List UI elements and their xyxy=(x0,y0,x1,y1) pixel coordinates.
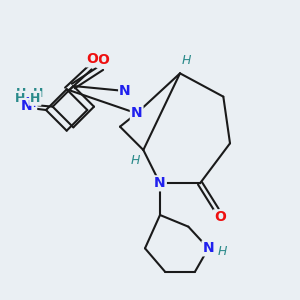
Text: H: H xyxy=(15,92,26,105)
Text: H: H xyxy=(218,245,227,258)
Text: N: N xyxy=(119,84,131,98)
Text: N: N xyxy=(21,99,33,113)
Text: N: N xyxy=(25,96,36,110)
Text: H: H xyxy=(30,92,40,105)
Text: H: H xyxy=(130,154,140,166)
Text: N: N xyxy=(131,106,142,120)
Text: N: N xyxy=(154,176,166,190)
Text: H: H xyxy=(33,87,43,100)
Text: N: N xyxy=(202,241,214,255)
Text: O: O xyxy=(98,53,109,67)
Text: O: O xyxy=(214,210,226,224)
Text: H: H xyxy=(182,54,191,67)
Text: O: O xyxy=(86,52,98,66)
Text: H: H xyxy=(16,87,26,100)
